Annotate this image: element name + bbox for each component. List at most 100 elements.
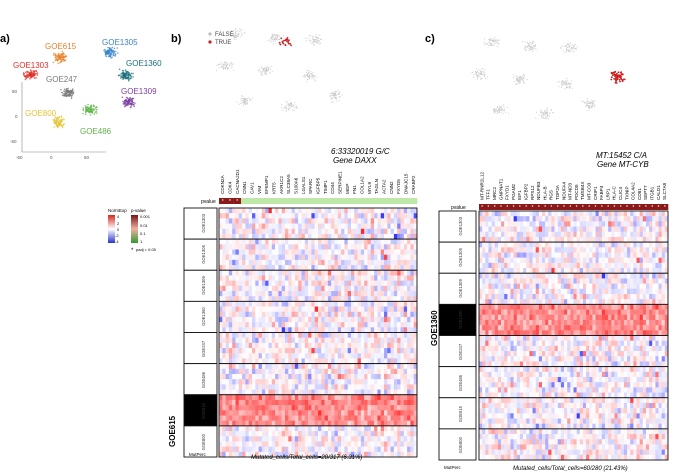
heatmap-row — [218, 425, 418, 458]
row-label: GOE1303 — [458, 216, 463, 235]
padj-star-icon: * — [588, 205, 590, 211]
gene-label: MT-ND3 — [568, 182, 573, 200]
gene-label: MT-CO3 — [587, 182, 592, 200]
pvalue-cell — [560, 204, 568, 210]
x-tick: 0 — [50, 155, 53, 160]
gene-label: CACNA2D1 — [235, 169, 240, 194]
norm-tick: -2 — [115, 233, 119, 238]
pvalue-cell — [402, 198, 410, 204]
padj-star-icon: * — [513, 205, 515, 211]
p-tick: 0.001 — [140, 214, 151, 219]
mutperc-cell — [438, 272, 477, 305]
pvalue-cell — [358, 198, 366, 204]
pvalue-cell — [241, 198, 249, 204]
heatmap-row — [478, 303, 669, 336]
pvalue-cell — [592, 204, 599, 210]
mutperc-cell — [183, 363, 218, 396]
heatmap-row — [478, 241, 669, 274]
cluster-dots — [22, 69, 39, 81]
heatmap-b — [218, 207, 418, 458]
gene-b-title: Gene DAXX — [333, 156, 377, 165]
gene-label: CNN1 — [242, 181, 247, 194]
padj-star-icon: * — [557, 205, 559, 211]
cluster-label-goe1303: GOE1303 — [13, 61, 49, 70]
gene-label: SEPT7 — [643, 185, 648, 200]
gene-label: RPS12 — [530, 185, 535, 200]
gene-label: MT-RNR2L12 — [479, 171, 484, 200]
pvalue-gradient — [131, 215, 138, 243]
mutperc-cell — [183, 300, 218, 333]
norm-exp-title: NormExp — [108, 208, 127, 213]
padj-star-icon: * — [639, 205, 641, 211]
gene-label: TFF1 — [486, 189, 491, 200]
gene-label: CD44 — [330, 182, 335, 194]
gene-label: SPARC — [308, 178, 313, 194]
pvalue-cell — [329, 198, 337, 204]
mutation-b-title: 6:33320019 G/C — [331, 147, 390, 156]
mutperc-label-b: MutPerc — [189, 452, 207, 457]
mutperc-b — [183, 207, 218, 458]
gene-label: LRP1 — [605, 188, 610, 200]
row-label: GOE1305 — [201, 244, 206, 263]
gene-label: TXNIP — [624, 186, 629, 200]
gene-label: VIM — [257, 186, 262, 194]
norm-tick: -4 — [115, 239, 119, 244]
padj-star-icon: * — [544, 205, 546, 211]
pvalue-cell — [491, 204, 499, 210]
pvalue-cell — [579, 204, 587, 210]
pvalue-cell — [535, 204, 543, 210]
gene-label: CD81 — [637, 188, 642, 200]
mutperc-cell — [438, 241, 477, 274]
pvalue-cell — [623, 204, 631, 210]
pvalue-cell — [270, 198, 278, 204]
gene-label: RGS — [549, 190, 554, 200]
gene-c-title: Gene MT-CYB — [597, 160, 649, 169]
background-cells — [215, 28, 343, 112]
mutation-legend: FALSE TRUE — [208, 32, 234, 46]
heatmap-row — [478, 210, 669, 243]
row-labels-c: GOE1303 GOE1305 GOE1309 GOE1360 GOE247 GOE486… — [458, 216, 463, 453]
pvalue-cell — [611, 204, 618, 210]
pvalue-cell — [336, 198, 344, 204]
background-cells — [471, 37, 596, 120]
pvalue-cell — [510, 204, 518, 210]
gene-label: COL1A2 — [360, 176, 365, 194]
gene-label: SERPINE1 — [338, 171, 343, 194]
padj-star-icon: * — [626, 205, 628, 211]
umap-axes: -50 0 50 50 0 -50 — [10, 82, 106, 160]
pvalue-cell — [586, 204, 593, 210]
padj-star-icon: * — [532, 205, 534, 211]
padj-star-icon: * — [645, 205, 647, 211]
p-tick: 0.1 — [140, 231, 146, 236]
padj-star-icon: * — [595, 205, 597, 211]
pvalue-cell — [292, 198, 300, 204]
true-dot-icon — [208, 40, 212, 44]
gene-labels-c: MT-RNR2L12 TFF1 MRC2 GNPNAT1 FXYD1 PGAM2 EIF1 I… — [479, 171, 667, 200]
norm-exp-gradient — [108, 215, 115, 243]
pvalue-cell — [365, 198, 374, 204]
gene-label: MGP — [345, 184, 350, 194]
mutperc-cell — [183, 394, 218, 427]
padj-star-icon: * — [519, 205, 521, 211]
footer-b: Mutated_cells/Total_cells=20/317 (6.31%) — [251, 455, 362, 461]
heatmap-row — [218, 300, 418, 333]
pvalue-cell — [285, 198, 293, 204]
pvalue-cell — [554, 204, 562, 210]
heatmap-row — [218, 238, 418, 271]
gene-label: TAGLN — [374, 179, 379, 194]
padj-star-icon: * — [236, 199, 238, 205]
row-label: GOE1303 — [201, 213, 206, 232]
padj-star-icon: * — [582, 205, 584, 211]
pvalue-strip-b: * * * — [219, 198, 418, 205]
row-label: GOE247 — [201, 340, 206, 357]
gene-label: FXYD5 — [396, 179, 401, 194]
panel-c-label: c) — [425, 33, 435, 45]
pvalue-cell — [277, 198, 286, 204]
row-label: GOE486 — [201, 371, 206, 388]
pvalue-cell — [373, 198, 381, 204]
row-labels-b: GOE1303 GOE1305 GOE1309 GOE1360 GOE247 GOE486… — [201, 213, 206, 450]
padj-star-icon: * — [664, 205, 666, 211]
mutperc-cell — [183, 238, 218, 271]
gene-label: HLA-B — [542, 186, 547, 200]
